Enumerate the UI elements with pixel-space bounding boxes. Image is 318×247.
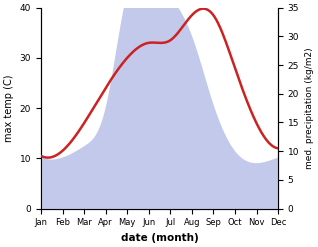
X-axis label: date (month): date (month) [121,233,198,243]
Y-axis label: med. precipitation (kg/m2): med. precipitation (kg/m2) [305,47,314,169]
Y-axis label: max temp (C): max temp (C) [4,74,14,142]
